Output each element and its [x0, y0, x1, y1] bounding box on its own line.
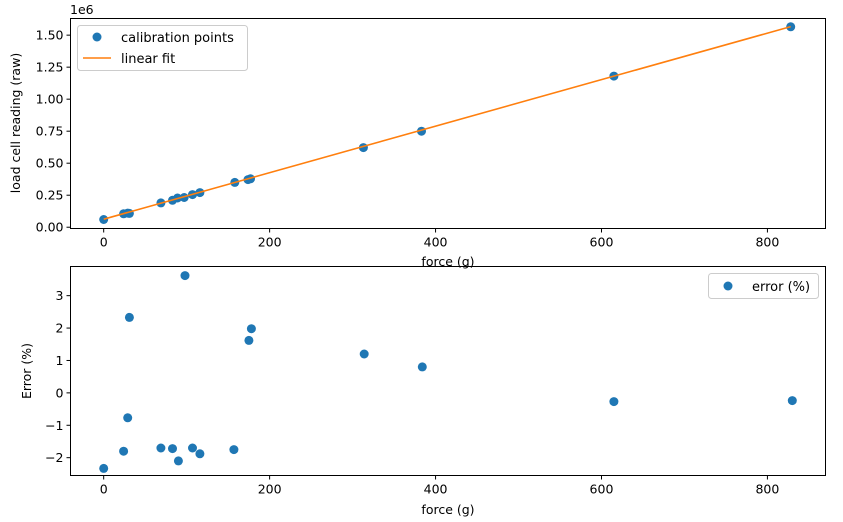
legend-label-linear-fit: linear fit [121, 52, 175, 67]
error-data-point [188, 443, 197, 453]
error-data-point [156, 443, 166, 453]
calibration-plot-frame [70, 18, 826, 229]
error-y-tick-label: 3 [56, 288, 64, 303]
calibration-legend: calibration points linear fit [77, 25, 248, 71]
error-data-point [609, 397, 619, 407]
calibration-data-point [99, 215, 109, 224]
error-y-tick-label: 2 [56, 321, 64, 336]
legend-marker-calibration-points [92, 32, 102, 42]
error-data-point [417, 362, 427, 372]
error-data-point [119, 446, 129, 456]
calibration-x-tick-label: 400 [424, 235, 448, 250]
error-x-tick-label: 0 [100, 482, 108, 497]
error-y-axis-label: Error (%) [19, 343, 34, 399]
calibration-ticks: 0 200 400 600 800 0.00 0.25 0.50 0.75 1.00 1.25 1.5… [36, 28, 780, 250]
calibration-fit-line [103, 25, 791, 220]
calibration-y-tick-label: 0.00 [36, 220, 64, 235]
calibration-x-tick-label: 200 [258, 235, 282, 250]
error-chart: 0 200 400 600 800 −2 −1 0 1 2 3 force (g) Error (%… [19, 266, 826, 517]
error-data-point [244, 335, 254, 345]
error-legend-box [708, 273, 819, 299]
y-offset-label: 1e6 [70, 2, 94, 17]
error-marks [99, 271, 797, 473]
error-y-tick-label: −2 [45, 450, 63, 465]
calibration-y-tick-label: 0.25 [36, 188, 64, 203]
error-data-point [124, 312, 134, 322]
error-data-point [229, 445, 239, 455]
error-data-point [195, 449, 205, 459]
error-data-point [99, 463, 109, 473]
error-y-tick-label: 1 [56, 353, 64, 368]
error-x-tick-label: 200 [258, 482, 282, 497]
error-x-tick-label: 400 [424, 482, 448, 497]
error-data-point [168, 444, 177, 454]
calibration-y-tick-label: 0.50 [36, 156, 64, 171]
error-ticks: 0 200 400 600 800 −2 −1 0 1 2 3 [45, 288, 779, 496]
legend-label-calibration-points: calibration points [121, 31, 234, 46]
error-data-point [123, 413, 133, 423]
calibration-y-tick-label: 1.50 [36, 28, 64, 43]
legend-marker-error [723, 281, 733, 291]
error-data-point [787, 396, 797, 406]
error-data-point [180, 271, 190, 281]
error-x-axis-label: force (g) [421, 502, 474, 517]
error-data-point [246, 324, 256, 334]
error-x-tick-label: 800 [755, 482, 779, 497]
calibration-marks [99, 22, 796, 224]
calibration-y-axis-label: load cell reading (raw) [8, 53, 23, 193]
error-y-tick-label: 0 [56, 385, 64, 400]
error-y-tick-label: −1 [45, 418, 63, 433]
error-x-tick-label: 600 [590, 482, 614, 497]
calibration-x-axis-label: force (g) [421, 254, 474, 269]
calibration-y-tick-label: 1.00 [36, 92, 64, 107]
error-plot-frame [70, 266, 826, 476]
calibration-x-tick-label: 600 [590, 235, 614, 250]
error-data-point [359, 349, 369, 359]
calibration-x-tick-label: 0 [100, 235, 108, 250]
error-data-point [173, 456, 183, 466]
calibration-y-tick-label: 1.25 [36, 60, 64, 75]
calibration-chart: 1e6 0 200 400 600 800 0.00 0.25 0.50 0.75 1.00 1.2… [8, 2, 826, 269]
calibration-y-tick-label: 0.75 [36, 124, 64, 139]
calibration-legend-box [77, 25, 248, 71]
legend-label-error: error (%) [752, 280, 810, 295]
calibration-x-tick-label: 800 [755, 235, 779, 250]
error-legend: error (%) [708, 273, 819, 299]
